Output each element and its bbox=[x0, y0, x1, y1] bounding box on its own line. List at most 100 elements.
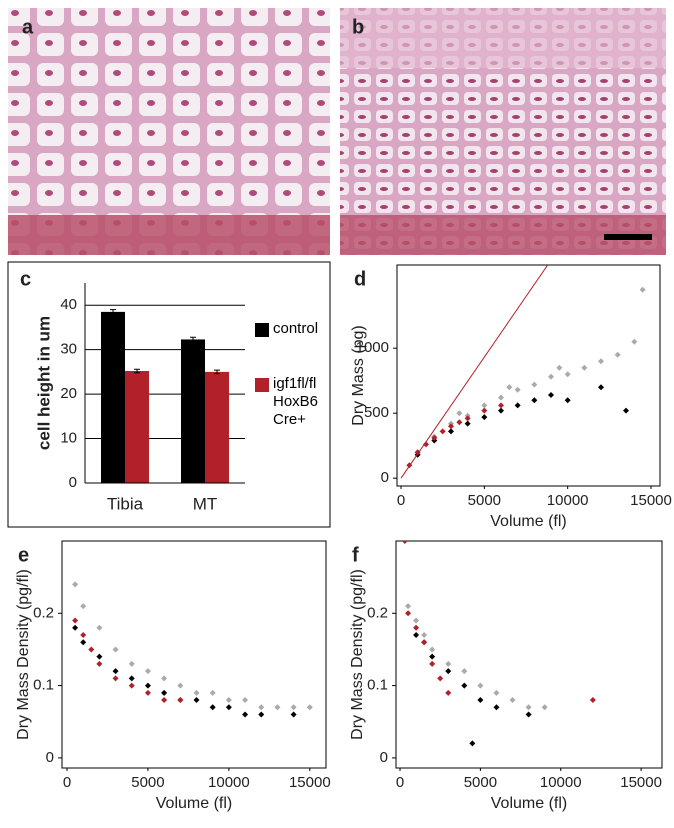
point bbox=[225, 697, 232, 704]
point bbox=[96, 653, 103, 660]
point bbox=[498, 407, 504, 414]
bar bbox=[181, 339, 205, 483]
point bbox=[242, 697, 249, 704]
point bbox=[437, 675, 444, 682]
point bbox=[72, 624, 79, 631]
point bbox=[112, 675, 119, 682]
y-tick-label: 40 bbox=[60, 296, 77, 313]
point bbox=[258, 711, 265, 718]
x-tick-label: 0 bbox=[396, 774, 404, 791]
point bbox=[598, 358, 604, 365]
y-axis-label: Dry Mass (pg) bbox=[350, 325, 367, 425]
legend-box: igf1fl/fl HoxB6 Cre+ bbox=[273, 375, 319, 428]
point bbox=[448, 423, 454, 430]
y-axis-label: cell height in um bbox=[34, 316, 53, 450]
point bbox=[456, 419, 463, 426]
point bbox=[429, 646, 436, 653]
y-tick-label: 30 bbox=[60, 341, 77, 358]
plot-frame bbox=[396, 264, 661, 487]
y-tick-label: 500 bbox=[364, 404, 389, 421]
point bbox=[421, 631, 428, 638]
point bbox=[461, 668, 468, 675]
plot-area bbox=[396, 264, 661, 487]
point bbox=[72, 581, 79, 588]
panel-label: c bbox=[20, 268, 31, 290]
point bbox=[88, 646, 95, 653]
y-tick-label: 0.2 bbox=[367, 604, 388, 621]
point bbox=[456, 410, 463, 417]
point bbox=[429, 653, 436, 660]
x-tick-label: 0 bbox=[397, 492, 405, 509]
point bbox=[556, 364, 563, 371]
point bbox=[413, 617, 420, 624]
point bbox=[225, 704, 232, 711]
error-bar bbox=[110, 309, 116, 315]
point bbox=[405, 603, 412, 610]
point bbox=[509, 697, 516, 704]
point bbox=[80, 603, 87, 610]
x-axis-label: Volume (fl) bbox=[156, 795, 232, 812]
panel-label: d bbox=[354, 268, 366, 290]
x-tick-label: 10000 bbox=[540, 774, 582, 791]
y-axis-label: Dry Mass Density (pg/fl) bbox=[15, 569, 32, 740]
points bbox=[400, 265, 646, 479]
point bbox=[209, 689, 216, 696]
x-tick-label: 10000 bbox=[208, 774, 250, 791]
point bbox=[128, 682, 135, 689]
point bbox=[464, 420, 471, 427]
point bbox=[464, 415, 471, 422]
point bbox=[242, 711, 249, 718]
x-tick-label: Tibia bbox=[107, 494, 144, 513]
point bbox=[128, 675, 135, 682]
point bbox=[461, 682, 468, 689]
panel-frame bbox=[7, 261, 331, 528]
point bbox=[506, 384, 513, 391]
point bbox=[514, 402, 521, 409]
point bbox=[161, 675, 168, 682]
point bbox=[177, 682, 184, 689]
x-axis-label: Volume (fl) bbox=[491, 795, 567, 812]
point bbox=[589, 697, 596, 704]
plot-area bbox=[61, 540, 327, 769]
point bbox=[429, 660, 436, 667]
point bbox=[431, 434, 438, 441]
point bbox=[193, 697, 200, 704]
point bbox=[445, 668, 452, 675]
legend-swatch bbox=[255, 378, 269, 392]
point bbox=[564, 371, 571, 378]
point bbox=[448, 428, 454, 435]
y-axis-label: Dry Mass Density (pg/fl) bbox=[349, 569, 366, 740]
legend-label: igf1fl/fl HoxB6 Cre+ bbox=[273, 375, 319, 428]
panel-label: a bbox=[22, 16, 34, 38]
point bbox=[209, 704, 216, 711]
point bbox=[405, 610, 412, 617]
reference-line bbox=[400, 265, 549, 479]
point bbox=[112, 646, 119, 653]
y-tick-label: 0 bbox=[46, 749, 54, 766]
point bbox=[477, 697, 484, 704]
point bbox=[80, 639, 87, 646]
x-tick-label: 15000 bbox=[289, 774, 331, 791]
point bbox=[498, 394, 504, 401]
y-tick-label: 10 bbox=[60, 430, 77, 447]
plot-area bbox=[395, 540, 663, 769]
y-tick-label: 0 bbox=[381, 469, 389, 486]
point bbox=[72, 617, 79, 624]
point bbox=[421, 639, 428, 646]
x-tick-label: MT bbox=[193, 494, 218, 513]
point bbox=[439, 428, 446, 435]
panel-label: b bbox=[352, 16, 364, 38]
x-tick-label: 5000 bbox=[131, 774, 164, 791]
legend-label: control bbox=[273, 320, 319, 337]
point bbox=[128, 660, 135, 667]
point bbox=[112, 668, 119, 675]
point bbox=[306, 704, 313, 711]
point bbox=[445, 689, 452, 696]
image-a: a bbox=[8, 8, 330, 255]
x-axis-label: Volume (fl) bbox=[490, 513, 566, 530]
point bbox=[413, 631, 420, 638]
point bbox=[413, 624, 420, 631]
x-tick-label: 0 bbox=[63, 774, 71, 791]
